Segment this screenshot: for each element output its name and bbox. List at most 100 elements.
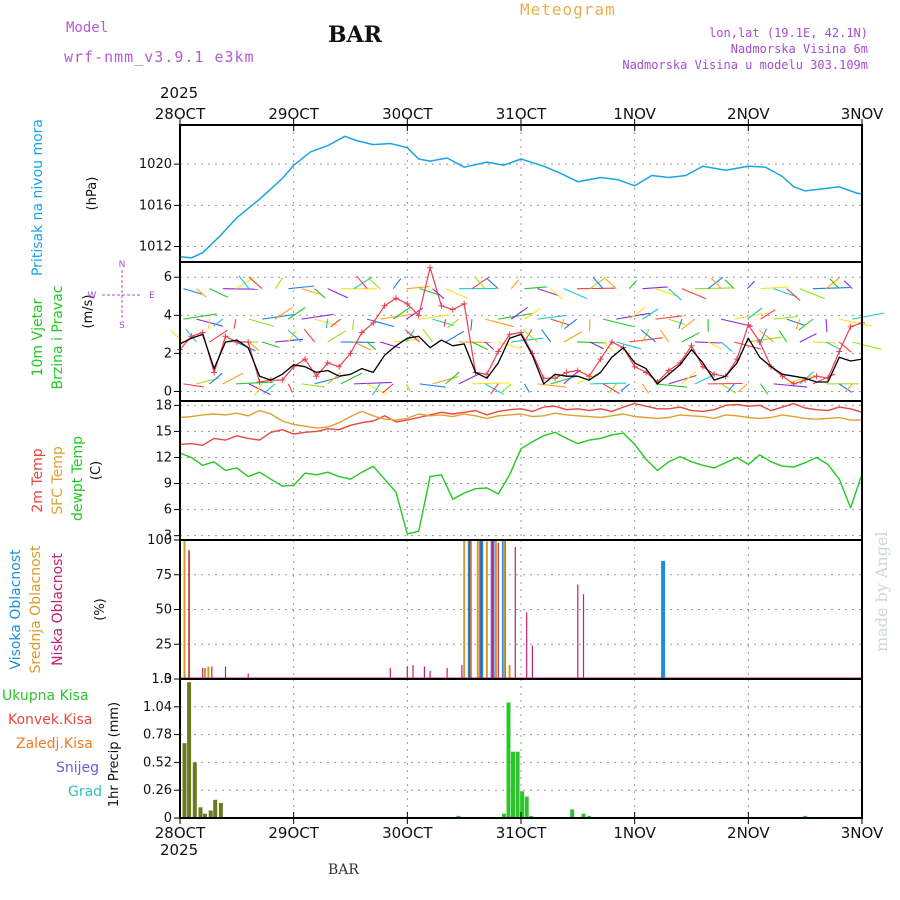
wind-arrow — [233, 319, 237, 329]
wind-gust-marker — [745, 321, 752, 328]
top-date-xtick-label: 30OCT — [382, 105, 433, 123]
precip-bar — [203, 813, 207, 818]
temperature-ytick-label: 6 — [164, 503, 172, 518]
cloud-mid-bar — [183, 540, 186, 679]
wind-arrow — [642, 308, 659, 320]
wind-arrow — [668, 318, 686, 326]
wind-arrow — [248, 318, 275, 327]
wind-gust-marker — [563, 369, 570, 376]
wind-arrow — [659, 329, 670, 343]
compass-n-label: N — [119, 260, 126, 270]
wind-arrow — [720, 383, 737, 394]
cloud-low-bar — [577, 584, 579, 679]
wind-arrow — [404, 329, 420, 343]
cloud-ylabel-low: Niska Oblacnost — [50, 553, 66, 666]
clouds-frame — [179, 539, 863, 680]
wind-gust-marker — [574, 367, 581, 374]
cloud-low-bar — [461, 665, 463, 679]
wind-gust-marker — [631, 363, 638, 370]
wind-arrow — [799, 288, 826, 300]
wind-arrow — [629, 337, 663, 343]
wind-speed-line — [179, 333, 863, 385]
wind-arrow — [760, 383, 769, 395]
bottom-date-xtick-label: 30OCT — [382, 824, 433, 842]
wind-arrow — [471, 341, 488, 350]
wind-arrow — [839, 318, 872, 327]
precip-legend-item: Zaledj.Kisa — [16, 736, 93, 752]
wind-arrow — [550, 288, 564, 300]
wind-arrow — [668, 288, 682, 301]
station-title: BAR — [328, 22, 382, 48]
wind-arrow — [274, 306, 293, 320]
wind-arrow — [327, 372, 342, 385]
cloud-ylabel-high: Visoka Oblacnost — [8, 549, 24, 670]
wind-arrow — [694, 372, 718, 385]
cloud-low-bar — [423, 666, 425, 679]
wind-arrow — [327, 330, 347, 343]
top-date-xtick-label: 29OCT — [268, 105, 319, 123]
wind-arrow — [550, 318, 570, 326]
wind-gust-marker — [552, 375, 559, 382]
pressure-ytick-label: 1016 — [139, 198, 172, 213]
clouds-ytick-label: 100 — [147, 533, 172, 548]
wind-gust-marker — [256, 378, 263, 385]
wind-arrow — [474, 276, 486, 290]
wind-arrow — [838, 383, 853, 393]
wind-arrow — [366, 318, 395, 328]
precip-bar — [198, 807, 203, 818]
precip-bar — [208, 810, 213, 818]
model-elevation-label: Nadmorska Visina u modelu 303.109m — [622, 58, 868, 72]
wind-arrow — [170, 329, 184, 343]
elevation-label: Nadmorska Visina 6m — [730, 42, 868, 56]
wind-arrow — [372, 383, 381, 396]
precip-bar — [581, 813, 586, 818]
wind-arrow — [445, 330, 465, 343]
top-year-label: 2025 — [160, 84, 198, 102]
precip-bar — [213, 799, 218, 818]
wind-gust-marker — [847, 323, 854, 330]
wind-arrow — [576, 372, 600, 385]
precip-bar — [218, 803, 223, 818]
cloud-low-bar — [582, 594, 585, 679]
wind-arrow — [602, 383, 620, 395]
wind-gust-marker — [688, 342, 695, 349]
wind-gust-marker — [449, 306, 456, 313]
model-label: Model — [66, 20, 109, 36]
wind-gust-marker — [427, 264, 434, 271]
wind-arrow — [825, 319, 828, 333]
wind-arrow — [263, 383, 276, 395]
pressure-ytick-label: 1012 — [139, 240, 172, 255]
wind-arrow — [287, 330, 297, 343]
lonlat-label: lon,lat (19.1E, 42.1N) — [709, 26, 868, 40]
wind-arrow — [510, 279, 520, 290]
wind-gust-marker — [438, 302, 445, 309]
temperature-ytick-label: 12 — [155, 450, 172, 465]
wind-arrow — [681, 332, 700, 343]
top-date-xtick-label: 31OCT — [496, 105, 547, 123]
cloud-low-bar — [480, 541, 482, 679]
cloud-low-bar — [497, 542, 499, 679]
wind-arrow — [458, 372, 482, 385]
wind-arrow — [616, 341, 642, 350]
wind-arrow — [608, 383, 617, 394]
bottom-date-xtick-label: 2NOV — [727, 824, 770, 842]
wind-arrow — [340, 372, 363, 385]
wind-arrow — [799, 371, 815, 385]
wind-arrow — [422, 328, 434, 343]
wind-arrow — [351, 319, 355, 330]
wind-arrow — [563, 331, 583, 343]
cloud-low-bar — [469, 540, 471, 679]
wind-arrow — [353, 381, 392, 385]
cloud-low-bar — [247, 673, 249, 679]
cloud-low-bar — [211, 666, 213, 679]
wind-arrow — [655, 288, 678, 297]
wind-arrow — [694, 287, 733, 290]
model-name: wrf-nmm_v3.9.1 e3km — [64, 48, 255, 66]
wind-arrow — [640, 329, 656, 343]
cloud-low-bar — [406, 666, 408, 679]
precip-ytick-label: 0.52 — [143, 755, 172, 770]
wind-arrow — [550, 375, 578, 385]
wind-arrow — [641, 328, 650, 343]
wind-arrow — [727, 383, 735, 393]
precip-bar — [529, 815, 534, 818]
